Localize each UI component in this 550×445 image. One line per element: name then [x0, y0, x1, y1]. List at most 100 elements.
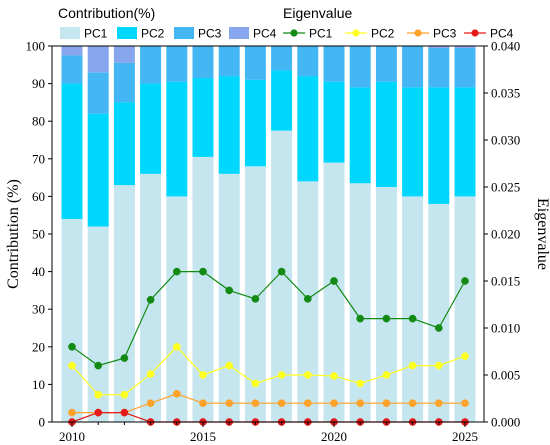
- legend-swatch-pc1: [60, 27, 80, 39]
- left-tick-label: 60: [32, 189, 45, 204]
- point-pc3-2010: [68, 408, 76, 417]
- bar-pc2-2012: [113, 102, 135, 186]
- bar-pc1-2025: [454, 196, 476, 422]
- right-tick-label: 0.005: [491, 368, 520, 383]
- legend-marker-pc1: [290, 29, 298, 37]
- bar-pc1-2022: [375, 187, 397, 422]
- bar-pc3-2021: [349, 46, 371, 88]
- legend-label-line-pc3: PC3: [433, 27, 457, 41]
- line-pc1: [71, 270, 466, 367]
- left-tick-label: 80: [32, 114, 45, 129]
- legend-marker-pc4: [471, 29, 479, 37]
- bar-pc1-2020: [323, 162, 345, 422]
- point-pc1-2011: [94, 361, 103, 370]
- point-pc3-2016: [225, 399, 234, 408]
- bar-pc2-2025: [454, 87, 476, 197]
- x-tick-label: 2010: [59, 429, 85, 444]
- bar-pc3-2023: [402, 46, 424, 88]
- right-axis-label: Eigenvalue: [534, 198, 550, 270]
- legend-bar-header: Contribution(%): [58, 5, 155, 21]
- left-tick-label: 10: [32, 377, 45, 392]
- point-pc2-2018: [277, 371, 286, 379]
- legend-marker-pc3: [414, 29, 422, 37]
- point-pc3-2025: [461, 399, 469, 408]
- legend: PC1 PC2 PC3 PC4 PC1 PC2 PC3 PC4: [60, 27, 514, 41]
- bar-pc3-2015: [192, 46, 214, 78]
- right-tick-label: 0.025: [491, 180, 520, 195]
- bar-pc2-2020: [323, 81, 345, 163]
- point-pc1-2022: [382, 314, 391, 323]
- bar-pc4-2011: [87, 46, 109, 73]
- left-tick-label: 100: [26, 39, 46, 54]
- point-pc1-2024: [434, 324, 443, 332]
- bar-pc3-2019: [297, 46, 319, 77]
- bar-pc1-2024: [428, 203, 450, 422]
- left-tick-label: 90: [32, 76, 45, 91]
- point-pc2-2020: [330, 372, 338, 380]
- point-pc1-2015: [199, 267, 207, 276]
- bar-pc3-2020: [323, 46, 345, 82]
- bar-pc2-2014: [166, 81, 188, 197]
- point-pc1-2020: [330, 277, 338, 285]
- bar-pc3-2014: [166, 46, 188, 82]
- line-layer: [68, 267, 469, 426]
- left-tick-label: 0: [39, 415, 46, 430]
- point-pc1-2019: [303, 295, 312, 303]
- bar-pc2-2019: [297, 76, 319, 182]
- point-pc3-2021: [356, 399, 365, 408]
- point-pc4-2012: [120, 408, 129, 417]
- bar-pc3-2025: [454, 47, 476, 88]
- bar-pc1-2021: [349, 183, 371, 422]
- x-axis: 2010 2015 2020 2025: [59, 422, 478, 444]
- left-axis: 0 10 20 30 40 50 60 70 80 90 100: [26, 39, 52, 430]
- x-tick-label: 2015: [190, 429, 216, 444]
- bar-pc1-2012: [113, 185, 135, 422]
- point-pc2-2017: [251, 379, 260, 388]
- bar-pc3-2018: [271, 46, 293, 71]
- right-tick-label: 0.030: [491, 133, 520, 148]
- bar-pc3-2010: [61, 55, 83, 84]
- point-pc2-2025: [461, 352, 469, 361]
- right-tick-label: 0.010: [491, 321, 520, 336]
- point-pc1-2018: [277, 267, 286, 276]
- left-tick-label: 50: [32, 227, 45, 242]
- point-pc3-2018: [277, 399, 286, 408]
- legend-swatch-pc4: [229, 27, 249, 39]
- point-pc3-2015: [199, 399, 207, 408]
- point-pc2-2014: [172, 342, 181, 351]
- bar-pc1-2018: [271, 130, 293, 422]
- legend-label-pc2: PC2: [141, 27, 165, 41]
- point-pc2-2015: [199, 371, 207, 379]
- bar-pc4-2012: [113, 46, 135, 63]
- bar-pc2-2024: [428, 87, 450, 204]
- bar-pc3-2016: [218, 46, 240, 77]
- legend-label-line-pc4: PC4: [490, 27, 514, 41]
- point-pc3-2020: [330, 399, 338, 408]
- line-pc3: [72, 393, 465, 414]
- legend-label-line-pc1: PC1: [309, 27, 333, 41]
- point-pc1-2010: [68, 342, 76, 351]
- point-pc1-2017: [251, 295, 260, 303]
- bar-pc1-2014: [166, 196, 188, 422]
- bar-pc2-2021: [349, 87, 371, 184]
- point-pc3-2019: [303, 399, 312, 408]
- bar-pc1-2010: [61, 218, 83, 422]
- bar-pc1-2015: [192, 156, 214, 423]
- right-tick-label: 0.040: [491, 39, 520, 54]
- bar-pc3-2017: [244, 46, 266, 80]
- bar-pc4-2010: [61, 46, 83, 56]
- bar-pc2-2013: [140, 83, 162, 174]
- left-tick-label: 70: [32, 151, 45, 166]
- bar-pc3-2013: [140, 46, 162, 84]
- bar-pc1-2016: [218, 173, 240, 422]
- point-pc1-2012: [120, 354, 129, 362]
- right-tick-label: 0.035: [491, 86, 520, 101]
- legend-swatch-pc3: [174, 27, 194, 39]
- bar-pc3-2012: [113, 62, 135, 103]
- point-pc3-2014: [172, 389, 181, 398]
- legend-marker-pc2: [352, 29, 360, 37]
- point-pc2-2013: [146, 370, 155, 378]
- point-pc3-2017: [251, 399, 260, 408]
- bar-pc4-2024: [428, 46, 450, 48]
